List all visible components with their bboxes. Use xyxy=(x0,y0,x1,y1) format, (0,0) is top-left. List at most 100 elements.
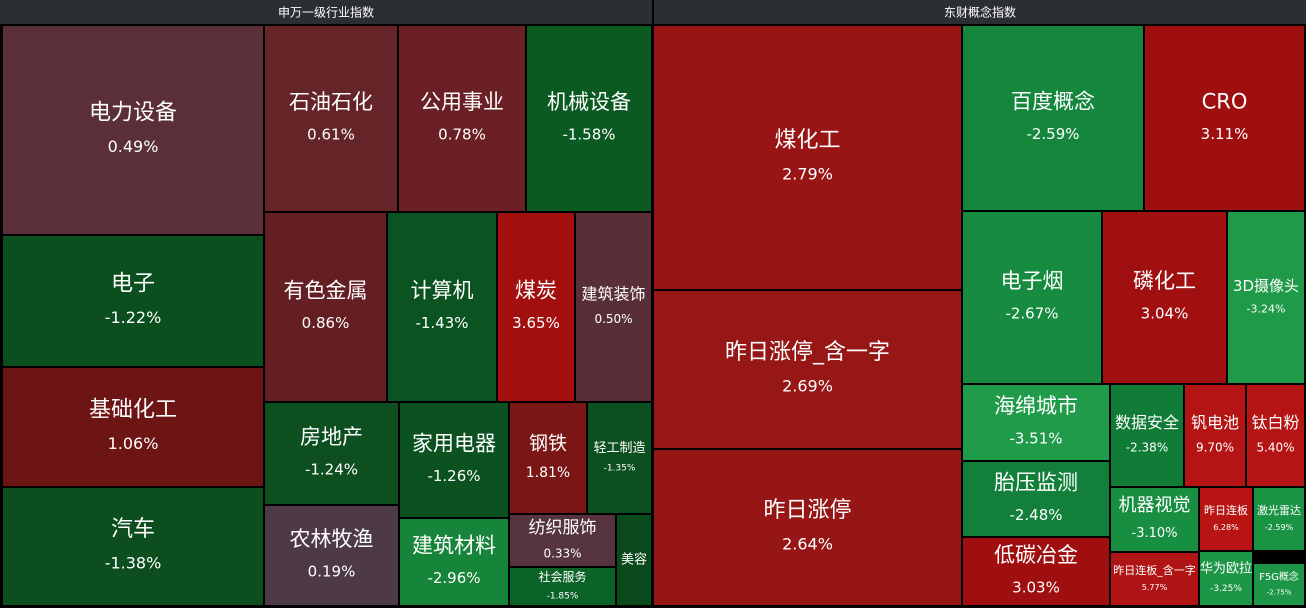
panel-header xyxy=(0,0,652,24)
cell-label: 低碳冶金 xyxy=(994,543,1078,567)
cell-value: -1.43% xyxy=(415,314,468,332)
cell xyxy=(3,26,263,234)
cell-value: -1.58% xyxy=(562,126,615,144)
cell-label: 轻工制造 xyxy=(593,441,645,456)
cell-value: 2.79% xyxy=(782,164,833,183)
cell xyxy=(1185,385,1245,486)
cell-value: -3.25% xyxy=(1210,584,1242,594)
cell-label: 昨日涨停 xyxy=(763,498,851,523)
cell-value: 0.86% xyxy=(302,314,350,332)
cell-value: -1.85% xyxy=(547,591,579,601)
cell-value: 3.65% xyxy=(512,314,560,332)
cell xyxy=(510,515,615,566)
cell xyxy=(3,368,263,486)
cell-value: 6.28% xyxy=(1213,523,1239,532)
cell-value: -2.96% xyxy=(427,569,480,587)
cell-value: 2.64% xyxy=(782,534,833,553)
cell xyxy=(654,450,961,605)
cell-label: 汽车 xyxy=(111,517,155,542)
cell xyxy=(654,26,961,289)
cell-label: 百度概念 xyxy=(1011,89,1095,113)
cell-label: 公用事业 xyxy=(420,90,504,114)
cell-value: 0.49% xyxy=(108,137,159,156)
cell xyxy=(498,213,574,401)
cell xyxy=(265,506,398,605)
cell xyxy=(399,26,525,211)
cell-label: 海绵城市 xyxy=(994,394,1078,418)
cell xyxy=(1200,552,1252,605)
cell xyxy=(963,212,1101,383)
cell-value: 0.61% xyxy=(307,126,355,144)
cell xyxy=(1111,553,1198,605)
cell xyxy=(1254,488,1304,550)
cell-value: 9.70% xyxy=(1196,441,1234,455)
cell-label: 昨日连板_含一字 xyxy=(1113,563,1196,577)
cell-value: 5.40% xyxy=(1256,441,1294,455)
cell-label: 建筑装饰 xyxy=(581,285,645,304)
panel-title: 申万一级行业指数 xyxy=(278,5,374,20)
cell-label: 3D摄像头 xyxy=(1233,277,1299,295)
cell xyxy=(963,385,1109,460)
cell-value: 0.19% xyxy=(308,563,356,581)
cell xyxy=(1247,385,1304,486)
cell-label: 煤炭 xyxy=(515,278,557,302)
cell-label: 电子 xyxy=(111,272,155,297)
cell xyxy=(654,291,961,448)
cell xyxy=(1111,385,1183,486)
cell-label: 机器视觉 xyxy=(1119,495,1191,516)
cell-label: 激光雷达 xyxy=(1257,503,1301,517)
cell xyxy=(265,26,397,211)
cell-label: 磷化工 xyxy=(1133,269,1196,293)
cell xyxy=(400,519,508,605)
cell-value: 1.06% xyxy=(108,434,159,453)
cell xyxy=(963,26,1143,210)
cell-label: 房地产 xyxy=(300,425,363,449)
cell xyxy=(3,236,263,366)
cell-label: 电子烟 xyxy=(1001,269,1064,293)
cell xyxy=(1145,26,1304,210)
cell xyxy=(510,568,615,605)
cell-value: -2.38% xyxy=(1126,441,1168,455)
cell-label: 昨日涨停_含一字 xyxy=(725,340,890,365)
cell xyxy=(1200,488,1252,550)
cell-value: -1.35% xyxy=(604,464,636,474)
cell-label: 钒电池 xyxy=(1191,413,1239,432)
cell-value: -3.51% xyxy=(1009,430,1062,448)
cell xyxy=(1228,212,1304,383)
cell xyxy=(388,213,496,401)
cell xyxy=(510,403,586,513)
cell-label: 数据安全 xyxy=(1115,413,1179,432)
cell xyxy=(400,403,508,517)
cell-label: 纺织服饰 xyxy=(529,518,597,538)
cell-label: 建筑材料 xyxy=(412,533,496,557)
cell-value: 3.11% xyxy=(1201,125,1249,143)
cell xyxy=(1103,212,1226,383)
cell-label: 华为欧拉 xyxy=(1200,561,1252,576)
cell-label: 煤化工 xyxy=(774,128,840,153)
cell-value: -2.75% xyxy=(1267,588,1292,596)
cell-label: 石油石化 xyxy=(289,90,373,114)
cell-label: 社会服务 xyxy=(538,569,586,584)
cell-value: 2.69% xyxy=(782,376,833,395)
cell xyxy=(527,26,651,211)
cell-label: 家用电器 xyxy=(412,431,496,455)
cell-value: 0.78% xyxy=(438,126,486,144)
cell xyxy=(963,538,1109,605)
cell-label: 机械设备 xyxy=(547,90,631,114)
cell xyxy=(576,213,651,401)
cell-label: 昨日连板 xyxy=(1204,503,1248,517)
cell-label: 电力设备 xyxy=(89,101,177,126)
cell-value: -1.24% xyxy=(305,461,358,479)
cell-value: -2.59% xyxy=(1026,125,1079,143)
cell xyxy=(963,462,1109,536)
cell-value: -3.10% xyxy=(1132,526,1178,541)
cell-value: -1.22% xyxy=(105,308,162,327)
cell-label: 钢铁 xyxy=(529,432,567,454)
cell-label: CRO xyxy=(1202,89,1248,113)
cell-label: 有色金属 xyxy=(284,278,368,302)
cell-label: 农林牧渔 xyxy=(290,527,374,551)
cell-value: -2.48% xyxy=(1009,506,1062,524)
cell xyxy=(617,515,651,605)
cell-value: 0.50% xyxy=(594,312,632,326)
